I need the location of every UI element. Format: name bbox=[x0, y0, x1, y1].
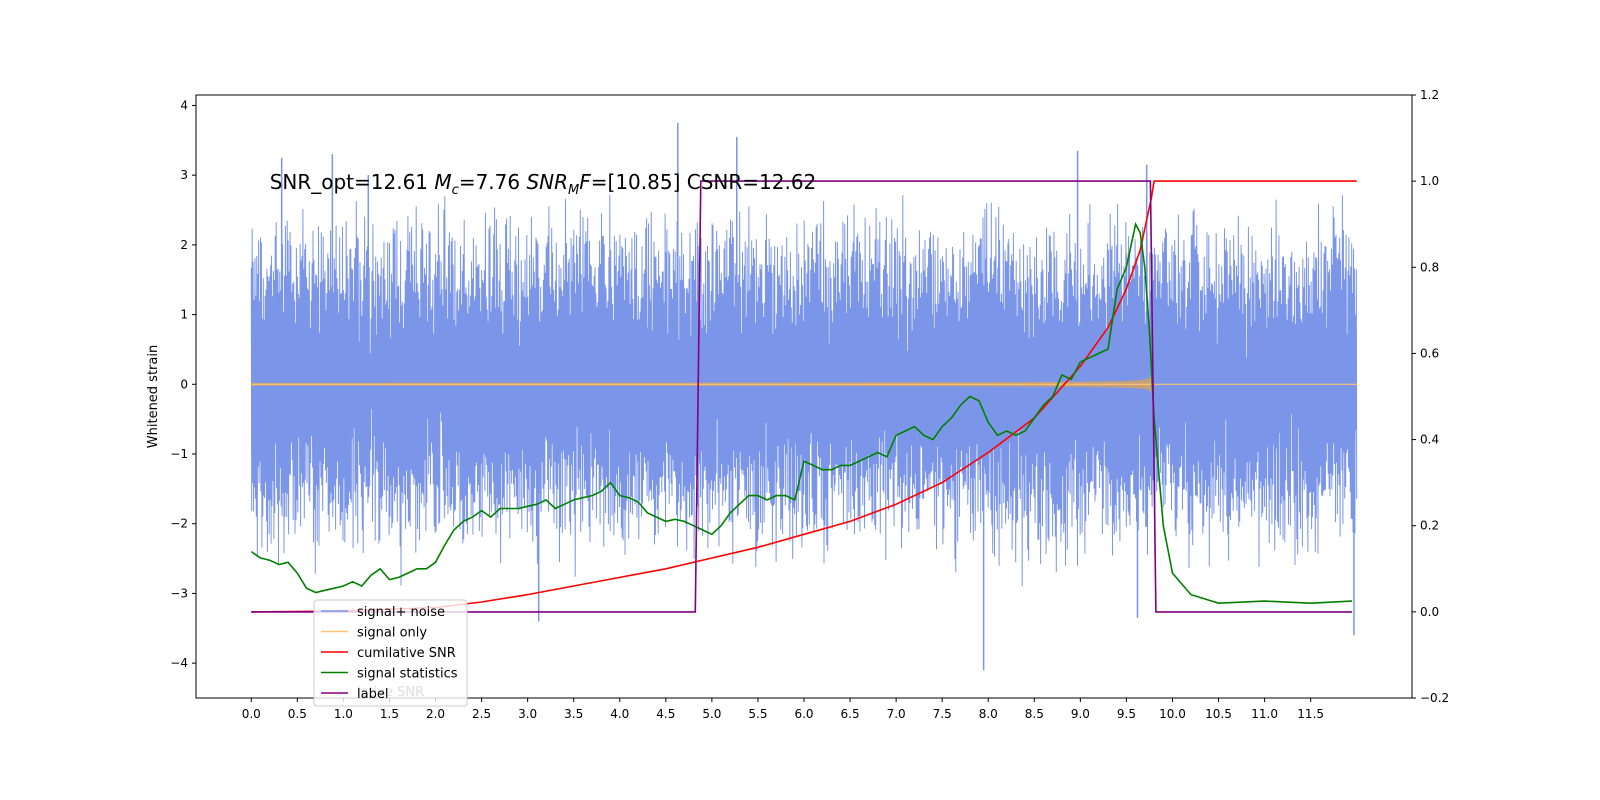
y2-tick-label: −0.2 bbox=[1420, 691, 1449, 705]
legend-box bbox=[313, 599, 468, 707]
y2-tick-label: 0.6 bbox=[1420, 346, 1439, 360]
x-tick-label: 7.0 bbox=[887, 707, 906, 721]
snr-annotation: SNR_opt=12.61 Mc=7.76 SNRMF=[10.85] CSNR… bbox=[270, 170, 817, 198]
annotation-snr-sub: M bbox=[568, 183, 579, 198]
series-signal-noise bbox=[250, 122, 1358, 671]
x-tick-label: 2.0 bbox=[426, 707, 445, 721]
x-tick-label: 5.0 bbox=[702, 707, 721, 721]
x-tick-label: 8.0 bbox=[979, 707, 998, 721]
series-lines bbox=[250, 180, 1357, 613]
legend-entry-label: signal statistics bbox=[357, 667, 458, 682]
x-tick-label: 10.0 bbox=[1159, 707, 1186, 721]
y-tick-label: 1 bbox=[180, 308, 188, 322]
series-label bbox=[251, 180, 1353, 613]
x-tick-label: 6.5 bbox=[841, 707, 860, 721]
x-tick-label: 9.0 bbox=[1071, 707, 1090, 721]
legend: lative SNR signal+ noise signal only cumila… bbox=[313, 599, 468, 707]
x-tick-label: 11.5 bbox=[1297, 707, 1324, 721]
series-cumilative-snr bbox=[251, 180, 1357, 613]
x-tick-label: 4.0 bbox=[610, 707, 629, 721]
annotation-part2: =7.76 bbox=[459, 170, 527, 194]
y-tick-label: −3 bbox=[170, 586, 188, 600]
x-tick-label: 9.5 bbox=[1117, 707, 1136, 721]
y-tick-label: −2 bbox=[170, 517, 188, 531]
x-tick-label: 0.0 bbox=[242, 707, 261, 721]
y2-tick-label: 1.0 bbox=[1420, 174, 1439, 188]
x-tick-label: 4.5 bbox=[656, 707, 675, 721]
series-signal-only bbox=[251, 374, 1357, 395]
x-tick-label: 10.5 bbox=[1205, 707, 1232, 721]
x-tick-label: 8.5 bbox=[1025, 707, 1044, 721]
series-signal-statistics bbox=[250, 221, 1353, 605]
y-tick-label: 2 bbox=[180, 238, 188, 252]
x-tick-label: 1.5 bbox=[380, 707, 399, 721]
y-tick-label: 4 bbox=[180, 98, 188, 112]
annotation-part1: SNR_opt=12.61 bbox=[270, 170, 435, 194]
y-axis-label: Whitened strain bbox=[146, 345, 161, 448]
legend-entry-label: signal only bbox=[357, 626, 427, 641]
y-tick-label: −4 bbox=[170, 656, 188, 670]
legend-ghost-text: lative SNR bbox=[357, 685, 424, 700]
annotation-m: M bbox=[434, 170, 451, 194]
y2-tick-label: 0.2 bbox=[1420, 519, 1439, 533]
legend-entry-label: cumilative SNR bbox=[357, 646, 456, 661]
annotation-snr: SNR bbox=[526, 170, 568, 194]
y-tick-label: −1 bbox=[170, 447, 188, 461]
y2-tick-label: 0.4 bbox=[1420, 433, 1439, 447]
x-tick-label: 11.0 bbox=[1251, 707, 1278, 721]
noise-trace bbox=[250, 194, 1358, 587]
x-tick-label: 3.5 bbox=[564, 707, 583, 721]
x-tick-label: 7.5 bbox=[933, 707, 952, 721]
y-tick-label: 0 bbox=[180, 377, 188, 391]
annotation-m-sub: c bbox=[452, 183, 459, 198]
x-tick-label: 5.5 bbox=[748, 707, 767, 721]
legend-entry-label: signal+ noise bbox=[357, 605, 445, 620]
x-tick-label: 1.0 bbox=[334, 707, 353, 721]
y2-tick-label: 0.8 bbox=[1420, 260, 1439, 274]
x-tick-label: 0.5 bbox=[288, 707, 307, 721]
y2-tick-label: 1.2 bbox=[1420, 88, 1439, 102]
y2-tick-label: 0.0 bbox=[1420, 605, 1439, 619]
legend-entry-label: label bbox=[357, 687, 388, 702]
x-tick-label: 6.0 bbox=[794, 707, 813, 721]
x-tick-label: 2.5 bbox=[472, 707, 491, 721]
y-axis-left: 4 3 2 1 0 −1 −2 −3 −4 bbox=[170, 98, 196, 670]
annotation-f: F bbox=[579, 170, 591, 194]
y-tick-label: 3 bbox=[180, 168, 188, 182]
y-axis-right: 1.2 1.0 0.8 0.6 0.4 0.2 0.0 −0.2 bbox=[1412, 88, 1449, 705]
annotation-part3: =[10.85] CSNR=12.62 bbox=[591, 170, 817, 194]
x-tick-label: 3.0 bbox=[518, 707, 537, 721]
